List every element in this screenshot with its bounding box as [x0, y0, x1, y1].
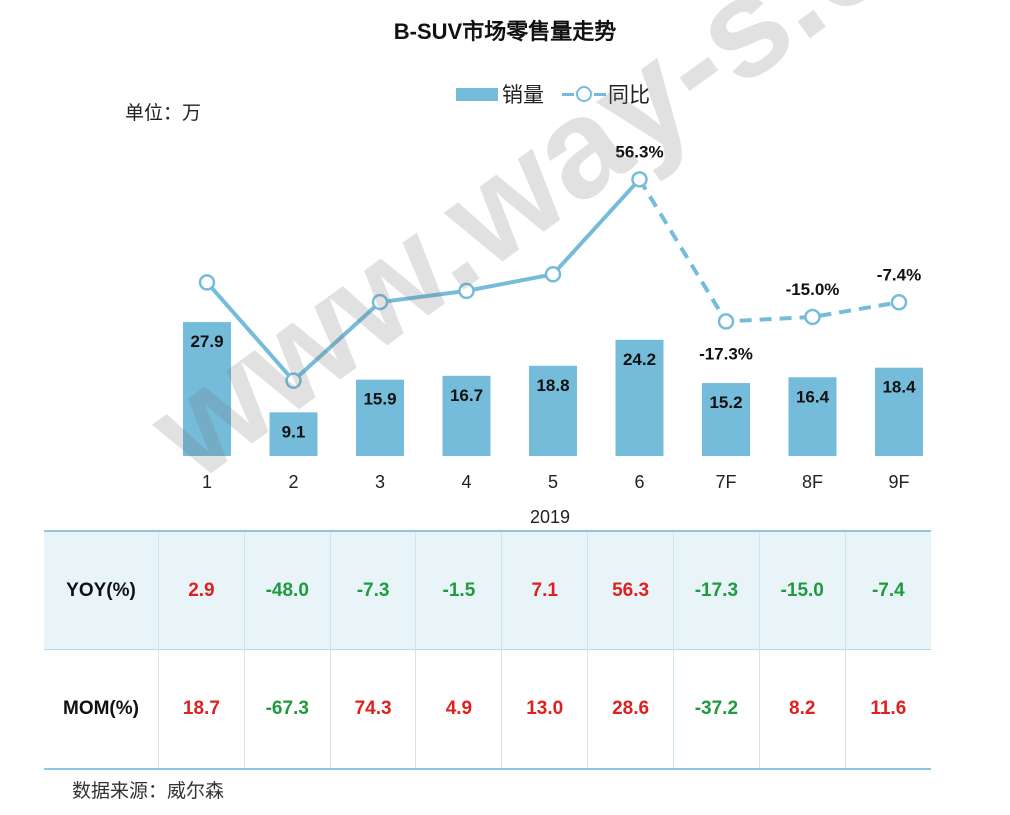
x-tick-label: 1 [202, 472, 212, 492]
table-cell: -1.5 [415, 530, 502, 650]
legend-line-swatch [562, 86, 606, 102]
yoy-point-label: -7.4% [877, 265, 921, 284]
table-cell: 13.0 [501, 649, 588, 770]
x-tick-label: 2 [288, 472, 298, 492]
table-cell: 74.3 [329, 649, 416, 770]
table-cell: -15.0 [758, 530, 846, 650]
bar [702, 383, 750, 456]
table-row-mom: MOM(%) 18.7 -67.3 74.3 4.9 13.0 28.6 -37… [44, 649, 931, 770]
stats-table: YOY(%) 2.9 -48.0 -7.3 -1.5 7.1 56.3 -17.… [44, 530, 931, 770]
row-label: MOM(%) [44, 649, 159, 770]
table-cell: 11.6 [844, 649, 931, 770]
unit-label: 单位：万 [125, 103, 202, 124]
bar [269, 412, 318, 456]
table-cell: -17.3 [672, 530, 760, 650]
yoy-line-forecast [637, 178, 900, 324]
bar-value-label: 18.4 [882, 378, 916, 397]
table-cell: 28.6 [587, 649, 674, 770]
yoy-point [285, 372, 302, 389]
bar-value-label: 16.7 [450, 386, 483, 405]
legend: 销量 同比 [456, 80, 650, 108]
yoy-point [198, 274, 216, 291]
legend-bar-label: 销量 [502, 84, 544, 107]
table-cell: 7.1 [501, 530, 588, 650]
bar-value-label: 16.4 [796, 387, 830, 406]
bar-value-label: 27.9 [190, 332, 223, 351]
bar [788, 377, 837, 456]
legend-bar-swatch [456, 87, 498, 101]
table-cell: 4.9 [415, 649, 502, 770]
bar [875, 367, 923, 456]
x-tick-label: 5 [548, 472, 558, 492]
x-tick-label: 7F [715, 472, 736, 492]
table-row-yoy: YOY(%) 2.9 -48.0 -7.3 -1.5 7.1 56.3 -17.… [44, 530, 931, 650]
yoy-point [458, 282, 475, 300]
chart-plot: 27.9 1 9.1 2 15.9 3 16.7 4 18.8 5 24.2 6 15.2 7F 16.4 8… [183, 142, 923, 492]
table-cell: -37.2 [672, 649, 760, 770]
table-cell: -7.4 [844, 530, 931, 650]
x-tick-label: 8F [802, 472, 823, 492]
x-axis-title: 2019 [529, 507, 571, 527]
yoy-point-label: 56.3% [615, 142, 663, 161]
bar [529, 365, 577, 456]
chart-title: B-SUV市场零售量走势 [393, 19, 617, 44]
source-note: 数据来源：威尔森 [72, 781, 225, 802]
bar [356, 379, 404, 456]
yoy-point-label: -15.0% [786, 280, 840, 299]
table-cell: 2.9 [158, 530, 245, 650]
row-label: YOY(%) [44, 530, 159, 650]
bar [615, 339, 664, 456]
bar-value-label: 24.2 [623, 350, 656, 369]
yoy-point [717, 313, 735, 330]
bar [442, 375, 491, 456]
table-cell: -67.3 [243, 649, 331, 770]
yoy-point-label: -17.3% [699, 344, 753, 363]
yoy-point [544, 266, 562, 283]
x-tick-label: 6 [634, 472, 644, 492]
x-tick-label: 9F [888, 472, 909, 492]
bar [183, 322, 231, 456]
yoy-point [804, 308, 821, 326]
yoy-point [890, 294, 908, 311]
bar-value-label: 15.9 [363, 390, 396, 409]
x-tick-label: 3 [375, 472, 385, 492]
table-cell: -48.0 [243, 530, 331, 650]
bar-value-label: 9.1 [282, 422, 306, 441]
table-cell: 18.7 [158, 649, 245, 770]
x-tick-label: 4 [461, 472, 471, 492]
yoy-line-actual [205, 177, 641, 383]
table-cell: 56.3 [587, 530, 674, 650]
table-cell: -7.3 [329, 530, 416, 650]
yoy-point [631, 171, 648, 188]
table-cell: 8.2 [758, 649, 846, 770]
bar-value-label: 18.8 [536, 376, 569, 395]
yoy-point [371, 293, 389, 311]
bar-value-label: 15.2 [709, 393, 742, 412]
legend-line-label: 同比 [608, 84, 650, 107]
